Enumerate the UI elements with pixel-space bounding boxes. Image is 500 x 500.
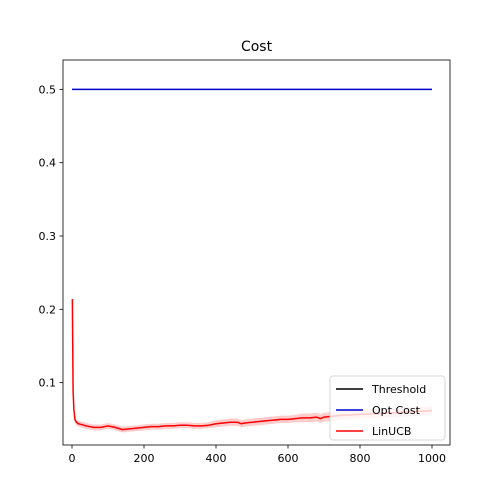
y-tick-label: 0.1 — [39, 377, 57, 390]
axes-frame — [62, 59, 451, 446]
x-tick-label: 800 — [350, 452, 371, 465]
y-tick-label: 0.4 — [39, 157, 57, 170]
x-tick-label: 600 — [278, 452, 299, 465]
x-tick-label: 0 — [69, 452, 76, 465]
legend-label-linucb: LinUCB — [372, 425, 411, 438]
y-tick-label: 0.3 — [39, 230, 57, 243]
y-tick-label: 0.5 — [39, 83, 57, 96]
y-tick-label: 0.2 — [39, 303, 57, 316]
legend-label-opt-cost: Opt Cost — [372, 404, 421, 417]
x-tick-label: 200 — [134, 452, 155, 465]
axes: 0 200 400 600 800 1000 0.1 0.2 0.3 0.4 0.5 — [39, 59, 451, 465]
x-tick-label: 1000 — [418, 452, 446, 465]
legend: Threshold Opt Cost LinUCB — [329, 375, 446, 441]
legend-box — [329, 375, 446, 441]
x-tick-label: 400 — [206, 452, 227, 465]
chart-title: Cost — [241, 39, 273, 55]
legend-label-threshold: Threshold — [371, 383, 426, 396]
